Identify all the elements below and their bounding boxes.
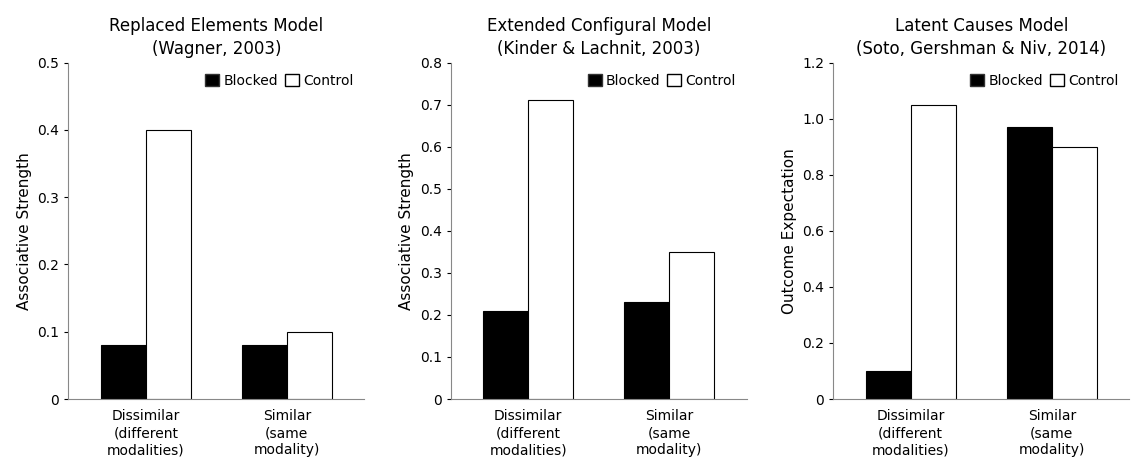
Y-axis label: Associative Strength: Associative Strength	[17, 152, 32, 310]
Bar	[1006, 127, 1052, 399]
Bar	[484, 310, 528, 399]
Title: Extended Configural Model
(Kinder & Lachnit, 2003): Extended Configural Model (Kinder & Lach…	[487, 17, 711, 58]
Title: Latent Causes Model
(Soto, Gershman & Niv, 2014): Latent Causes Model (Soto, Gershman & Ni…	[856, 17, 1106, 58]
Bar	[146, 130, 191, 399]
Title: Replaced Elements Model
(Wagner, 2003): Replaced Elements Model (Wagner, 2003)	[109, 17, 323, 58]
Bar	[911, 105, 956, 399]
Bar	[528, 100, 573, 399]
Bar	[286, 332, 332, 399]
Bar	[669, 252, 714, 399]
Bar	[1052, 146, 1097, 399]
Legend: Blocked, Control: Blocked, Control	[583, 70, 740, 92]
Y-axis label: Associative Strength: Associative Strength	[399, 152, 414, 310]
Legend: Blocked, Control: Blocked, Control	[966, 70, 1122, 92]
Bar	[101, 345, 146, 399]
Bar	[865, 371, 911, 399]
Bar	[242, 345, 286, 399]
Bar	[625, 302, 669, 399]
Y-axis label: Outcome Expectation: Outcome Expectation	[782, 148, 796, 314]
Legend: Blocked, Control: Blocked, Control	[201, 70, 358, 92]
